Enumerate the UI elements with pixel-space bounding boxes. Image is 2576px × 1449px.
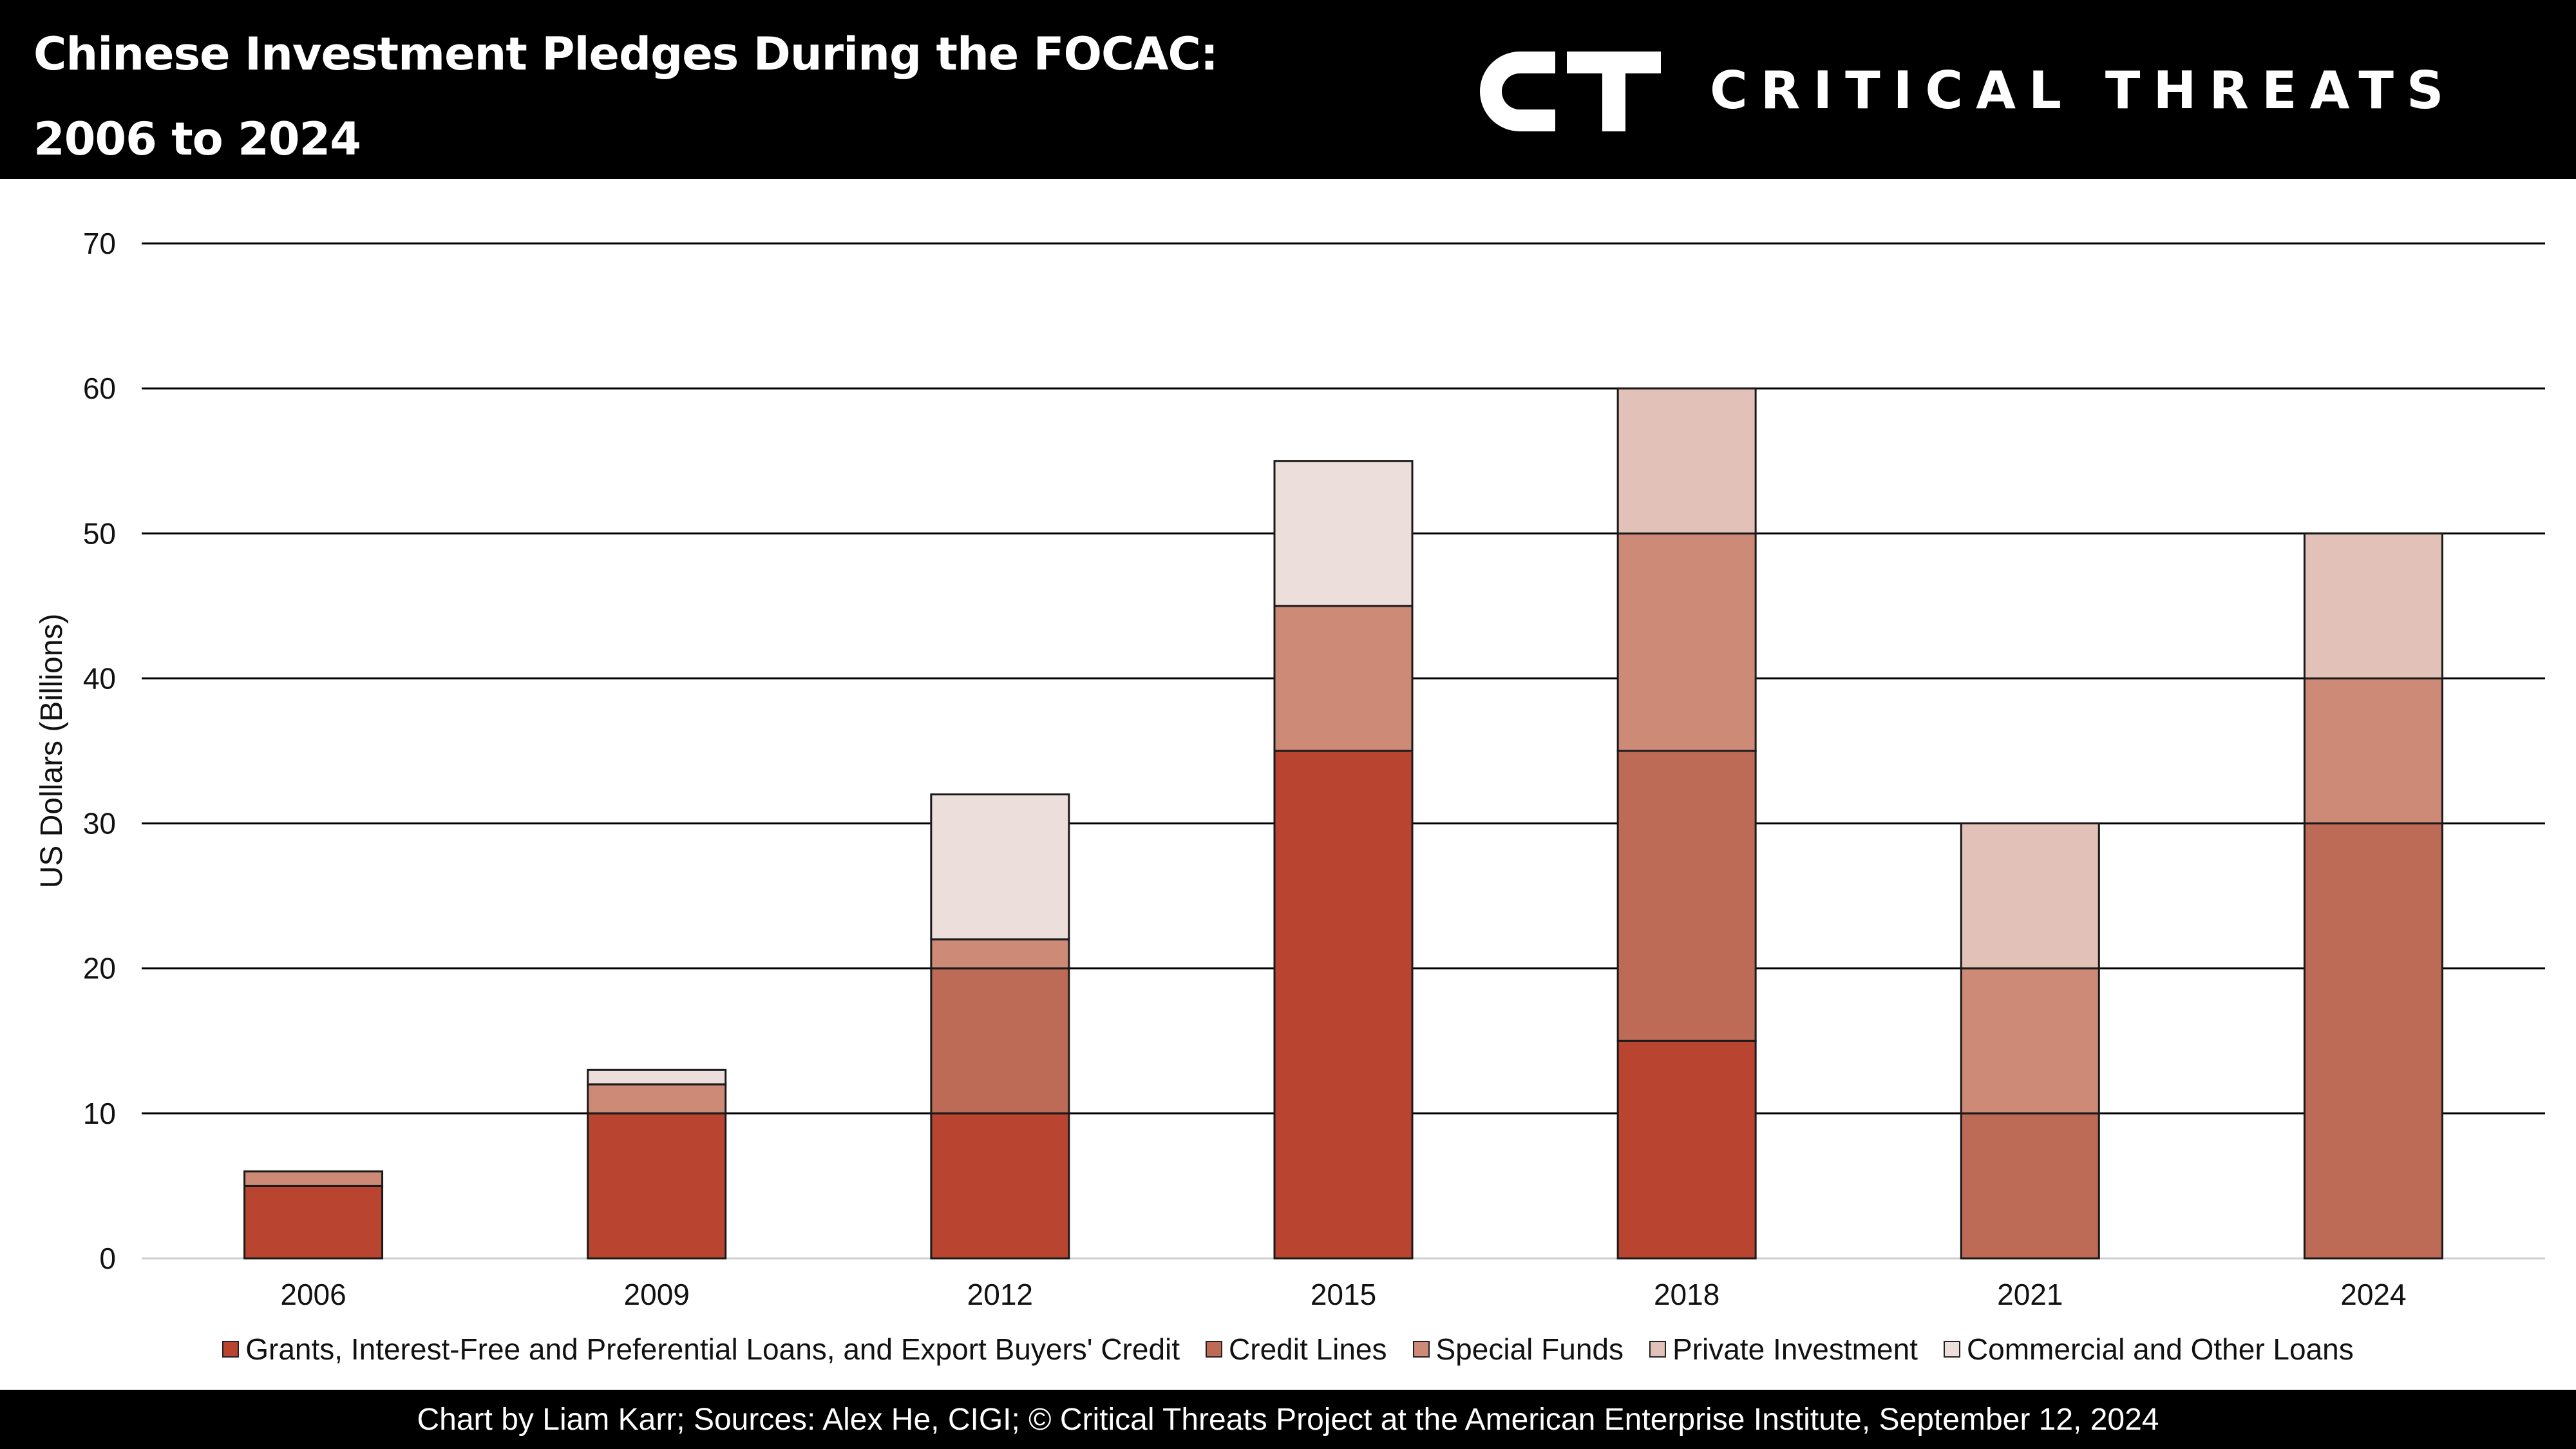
bar-segment xyxy=(1616,750,1757,1042)
brand-name: CRITICAL THREATS xyxy=(1710,61,2457,120)
legend-swatch xyxy=(1412,1341,1430,1358)
bar-segment xyxy=(587,1112,727,1260)
chart-header: Chinese Investment Pledges During the FO… xyxy=(0,0,2576,179)
bar-segment xyxy=(930,793,1070,941)
critical-threats-logo: CT CRITICAL THREATS xyxy=(1459,40,2566,143)
bar-segment xyxy=(1960,967,2100,1115)
legend-swatch xyxy=(1649,1341,1666,1358)
y-tick-label: 60 xyxy=(83,372,116,405)
x-tick-label: 2006 xyxy=(280,1278,346,1311)
y-tick-label: 30 xyxy=(83,807,116,840)
y-tick-label: 0 xyxy=(99,1242,116,1275)
legend-item: Grants, Interest-Free and Preferential L… xyxy=(222,1332,1180,1367)
bar-segment xyxy=(930,967,1070,1115)
bar-segment xyxy=(587,1083,727,1115)
legend-item: Private Investment xyxy=(1649,1332,1918,1367)
bar-segment xyxy=(1616,387,1757,535)
x-tick-label: 2015 xyxy=(1311,1278,1376,1311)
y-tick-label: 10 xyxy=(83,1097,116,1130)
legend-label: Private Investment xyxy=(1672,1332,1918,1366)
bar-segment xyxy=(930,938,1070,970)
bar-segment xyxy=(1616,532,1757,752)
legend-label: Commercial and Other Loans xyxy=(1966,1332,2354,1366)
y-axis-title: US Dollars (Billions) xyxy=(35,614,69,889)
chart-title-line-1: Chinese Investment Pledges During the FO… xyxy=(33,28,1218,80)
x-tick-label: 2018 xyxy=(1654,1278,1719,1311)
legend-item: Commercial and Other Loans xyxy=(1943,1332,2354,1367)
bar-segment xyxy=(1273,750,1414,1260)
y-tick-label: 40 xyxy=(83,661,116,695)
x-tick-label: 2012 xyxy=(967,1278,1033,1311)
chart-title: Chinese Investment Pledges During the FO… xyxy=(33,12,1321,182)
bar-segment xyxy=(1616,1039,1757,1260)
legend-label: Credit Lines xyxy=(1229,1332,1387,1366)
bar-segment xyxy=(1273,605,1414,752)
bar-segment xyxy=(1273,460,1414,607)
x-tick-label: 2021 xyxy=(1997,1278,2063,1311)
chart-footer: Chart by Liam Karr; Sources: Alex He, CI… xyxy=(0,1390,2576,1449)
y-tick-label: 50 xyxy=(83,516,116,550)
chart-title-line-2: 2006 to 2024 xyxy=(33,113,361,166)
chart-legend: Grants, Interest-Free and Preferential L… xyxy=(0,1323,2576,1375)
legend-label: Special Funds xyxy=(1435,1332,1624,1366)
legend-item: Credit Lines xyxy=(1206,1332,1387,1367)
legend-swatch xyxy=(222,1341,240,1358)
legend-swatch xyxy=(1206,1341,1223,1358)
bar-segment xyxy=(1960,822,2100,970)
bar-segment xyxy=(2303,532,2443,679)
stacked-bar-chart: 0 10 20 30 40 50 60 70 US Dollars (Billions) 2006… xyxy=(35,227,2545,1311)
bar-segment xyxy=(243,1184,384,1260)
chart-area: 0 10 20 30 40 50 60 70 US Dollars (Billions) 2006… xyxy=(0,179,2576,1390)
x-tick-label: 2009 xyxy=(624,1278,690,1311)
bar-segment xyxy=(243,1170,384,1187)
ct-logo-mark: CT xyxy=(1480,52,1661,131)
legend-label: Grants, Interest-Free and Preferential L… xyxy=(245,1332,1180,1366)
y-tick-label: 70 xyxy=(83,227,116,260)
bar-segment xyxy=(2303,677,2443,825)
bar-segment xyxy=(930,1112,1070,1260)
bar-segment xyxy=(587,1068,727,1086)
y-tick-label: 20 xyxy=(83,952,116,985)
legend-item: Special Funds xyxy=(1412,1332,1624,1367)
bar-segment xyxy=(2303,822,2443,1260)
source-credit: Chart by Liam Karr; Sources: Alex He, CI… xyxy=(417,1402,2159,1437)
x-tick-label: 2024 xyxy=(2340,1278,2406,1311)
bar-segment xyxy=(1960,1112,2100,1260)
legend-swatch xyxy=(1943,1341,1960,1358)
